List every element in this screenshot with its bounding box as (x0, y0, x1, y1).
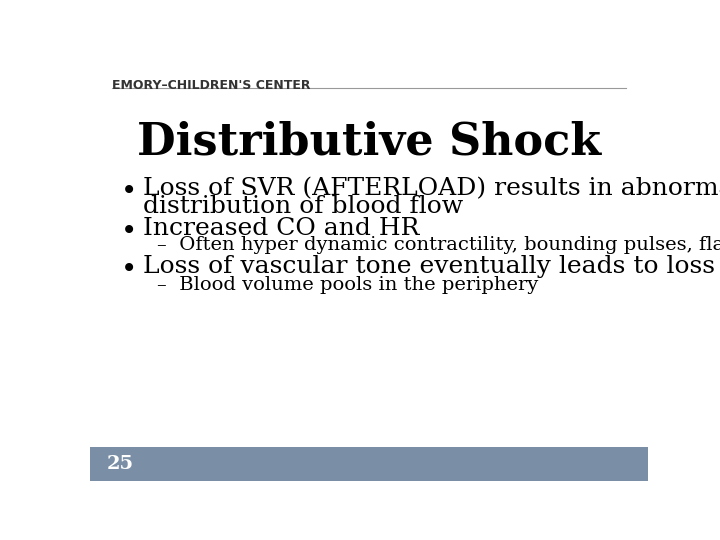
Text: •: • (121, 257, 137, 284)
Text: EMORY–CHILDREN'S CENTER: EMORY–CHILDREN'S CENTER (112, 79, 311, 92)
Text: Increased CO and HR: Increased CO and HR (143, 218, 419, 240)
Text: Loss of vascular tone eventually leads to loss of PRELOAD: Loss of vascular tone eventually leads t… (143, 255, 720, 278)
Text: 25: 25 (107, 455, 134, 473)
Text: –  Blood volume pools in the periphery: – Blood volume pools in the periphery (157, 275, 539, 294)
Text: distribution of blood flow: distribution of blood flow (143, 194, 463, 218)
Text: –  Often hyper dynamic contractility, bounding pulses, flash CR: – Often hyper dynamic contractility, bou… (157, 236, 720, 254)
Text: Distributive Shock: Distributive Shock (137, 121, 601, 164)
Text: •: • (121, 179, 137, 206)
Text: •: • (121, 219, 137, 246)
FancyBboxPatch shape (90, 447, 648, 481)
Text: Loss of SVR (AFTERLOAD) results in abnormal: Loss of SVR (AFTERLOAD) results in abnor… (143, 177, 720, 200)
